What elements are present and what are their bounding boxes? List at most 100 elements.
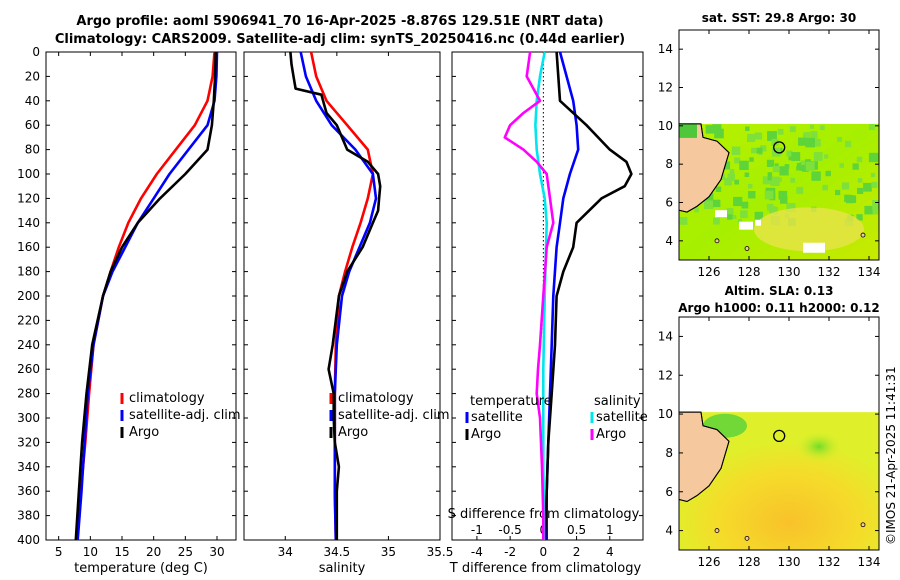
sla-map-lon-tick-label: 132 <box>818 555 841 569</box>
sla-map-lat-tick-label: 4 <box>665 524 673 538</box>
sst-map-speckle <box>791 152 801 161</box>
temperature-legend-title: temperature <box>470 394 552 409</box>
sst-map-speckle <box>809 124 814 129</box>
sst-map-speckle <box>825 170 831 177</box>
sla-map-argo-location-marker <box>773 429 786 443</box>
sst-map-speckle <box>748 191 756 199</box>
salinity-diff-legend-label: Argo <box>596 427 626 442</box>
sst-map-speckle <box>780 196 788 204</box>
salinity-legend-label: satellite-adj. clim <box>338 408 450 423</box>
sst-map-lat-tick-label: 14 <box>658 42 673 56</box>
salinity-series-argo <box>289 51 382 540</box>
depth-tick-label: 400 <box>17 533 40 547</box>
sst-map-speckle <box>870 172 876 178</box>
salinity-difference-tick-label: -0.5 <box>498 523 521 537</box>
depth-tick-label: 80 <box>25 143 40 157</box>
sst-map-speckle <box>737 219 742 224</box>
sst-map-speckle <box>872 209 878 215</box>
temperature-legend-label: satellite-adj. clim <box>129 408 241 423</box>
sla-map-lat-tick-label: 8 <box>665 446 673 460</box>
temperature-difference-tick-label: -2 <box>504 545 516 559</box>
difference-series-t-satellite <box>545 51 580 540</box>
sst-map-frame <box>678 29 880 261</box>
depth-tick-label: 120 <box>17 191 40 205</box>
sst-map-speckle <box>802 165 809 172</box>
sst-map-speckle <box>760 145 767 152</box>
sst-map-speckle <box>839 163 844 168</box>
sla-map-lat-tick-label: 10 <box>658 407 673 421</box>
sst-map-speckle <box>770 176 780 186</box>
sla-map-lon-tick-label: 126 <box>698 555 721 569</box>
sst-map-speckle <box>762 176 771 185</box>
temperature-series-satellite-adj--clim <box>76 51 219 541</box>
salinity-tick-label: 35.5 <box>427 545 454 559</box>
sst-map-speckle <box>739 160 749 171</box>
temperature-tick-label: 5 <box>55 545 63 559</box>
salinity-tick-label: 34 <box>278 545 293 559</box>
sst-map-argo-location-marker <box>773 141 786 154</box>
sst-map-speckle <box>740 210 748 218</box>
sst-map-speckle <box>856 214 863 221</box>
sst-map-speckle <box>704 199 714 209</box>
sst-map-speckle <box>713 199 721 208</box>
sst-map-speckle <box>837 136 843 142</box>
sst-map-coastline <box>678 123 730 213</box>
sst-map-speckle <box>755 132 763 140</box>
sst-map-speckle <box>731 146 741 155</box>
sla-map-coastline <box>678 411 730 503</box>
sst-map-speckle <box>748 184 753 189</box>
sla-map-lat-tick-label: 14 <box>658 329 673 343</box>
sst-map-lat-tick-label: 6 <box>665 196 673 210</box>
sst-map-speckle <box>841 182 850 190</box>
sst-map-speckle <box>715 186 722 192</box>
sst-map-speckle <box>713 217 720 225</box>
depth-tick-label: 260 <box>17 362 40 376</box>
sst-map-speckle <box>774 163 779 168</box>
sst-map-lat-tick-label: 10 <box>658 119 673 133</box>
sst-map-speckle <box>796 186 804 194</box>
depth-tick-label: 140 <box>17 216 40 230</box>
sst-map-speckle <box>798 137 807 146</box>
sst-map-speckle <box>749 157 754 162</box>
sst-map-speckle <box>741 201 749 209</box>
sst-map-speckle <box>747 133 756 142</box>
sst-map-speckle <box>729 169 735 174</box>
sla-map-lon-tick-label: 128 <box>738 555 761 569</box>
depth-tick-label: 0 <box>32 45 40 59</box>
salinity-diff-legend-label: satellite <box>596 410 648 425</box>
sst-map-warm-patch <box>754 207 864 252</box>
sst-map-speckle <box>754 211 764 221</box>
depth-tick-label: 220 <box>17 313 40 327</box>
temperature-axis-label: temperature (deg C) <box>74 561 208 576</box>
sst-map-speckle <box>786 150 793 157</box>
sla-map-frame <box>678 316 880 551</box>
depth-tick-label: 340 <box>17 460 40 474</box>
sst-map-speckle <box>766 159 775 167</box>
sst-map-lon-tick-label: 134 <box>858 265 881 279</box>
depth-tick-label: 40 <box>25 94 40 108</box>
sst-map-title: sat. SST: 29.8 Argo: 30 <box>702 11 856 25</box>
depth-tick-label: 360 <box>17 484 40 498</box>
sst-map-lon-tick-label: 130 <box>778 265 801 279</box>
depth-tick-label: 20 <box>25 69 40 83</box>
sst-map-speckle <box>871 181 878 188</box>
sst-map-speckle <box>811 171 821 181</box>
salinity-legend-title: salinity <box>594 394 641 409</box>
temperature-legend-label: climatology <box>129 391 205 406</box>
depth-tick-label: 240 <box>17 338 40 352</box>
chart-title-line-1: Argo profile: aoml 5906941_70 16-Apr-202… <box>76 14 604 29</box>
salinity-legend-label: Argo <box>338 425 368 440</box>
temperature-tick-label: 10 <box>83 545 98 559</box>
sla-map-lat-tick-label: 12 <box>658 368 673 382</box>
salinity-difference-tick-label: 1 <box>606 523 614 537</box>
sst-map-speckle <box>734 157 741 164</box>
temperature-difference-axis-label: T difference from climatology <box>449 561 642 576</box>
depth-tick-label: 200 <box>17 289 40 303</box>
sst-map-speckle <box>822 184 828 191</box>
salinity-difference-tick-label: -1 <box>471 523 483 537</box>
sst-map-speckle <box>819 125 825 131</box>
sst-map-speckle <box>712 124 722 134</box>
temperature-difference-tick-label: 0 <box>540 545 548 559</box>
sst-map-speckle <box>679 217 688 225</box>
